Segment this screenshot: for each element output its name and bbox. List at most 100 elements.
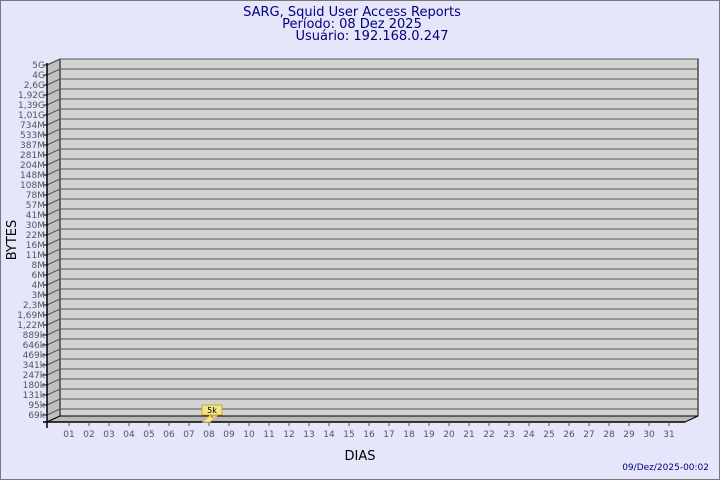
y-tick-label: 30M — [26, 221, 45, 231]
gridline — [46, 388, 698, 396]
y-tick-label: 469k — [23, 351, 46, 361]
y-tick-label: 646k — [23, 341, 46, 351]
y-tick-label: 6M — [32, 271, 46, 281]
x-tick-label: 15 — [343, 430, 354, 440]
y-tick-label: 22M — [26, 231, 45, 241]
gridline — [46, 398, 698, 406]
y-tick-label: 41M — [26, 211, 45, 221]
gridline — [46, 228, 698, 236]
x-tick-label: 13 — [303, 430, 314, 440]
y-tick-label: 281M — [20, 151, 45, 161]
y-tick-label: 16M — [26, 241, 45, 251]
gridline — [46, 88, 698, 96]
gridline — [46, 198, 698, 206]
gridline — [46, 58, 698, 66]
x-tick-label: 22 — [483, 430, 494, 440]
chart-title: SARG, Squid User Access Reports — [243, 5, 461, 20]
x-tick-label: 09 — [223, 430, 235, 440]
gridline — [46, 128, 698, 136]
y-tick-label: 1,69M — [17, 311, 45, 321]
x-tick-label: 31 — [663, 430, 674, 440]
generated-timestamp: 09/Dez/2025-00:02 — [622, 463, 709, 473]
x-tick-label: 25 — [543, 430, 554, 440]
y-tick-label: 341k — [23, 361, 46, 371]
y-tick-label: 1,92G — [18, 91, 45, 101]
x-tick-label: 17 — [383, 430, 394, 440]
gridline — [46, 118, 698, 126]
gridline — [46, 328, 698, 336]
x-tick-label: 23 — [503, 430, 514, 440]
bar-day-08 — [201, 415, 218, 423]
data-label-box — [201, 404, 223, 416]
x-tick-label: 30 — [643, 430, 655, 440]
x-tick-label: 05 — [143, 430, 154, 440]
gridline — [46, 378, 698, 386]
gridline — [46, 218, 698, 226]
gridline — [46, 158, 698, 166]
gridline — [46, 178, 698, 186]
y-tick-label: 204M — [20, 161, 45, 171]
y-tick-label: 78M — [26, 191, 45, 201]
x-tick-label: 02 — [83, 430, 94, 440]
gridline — [46, 188, 698, 196]
x-tick-label: 11 — [263, 430, 274, 440]
gridline — [46, 338, 698, 346]
data-label: 5k — [207, 406, 217, 415]
gridline — [46, 298, 698, 306]
y-tick-label: 1,22M — [17, 321, 45, 331]
y-tick-label: 2,6G — [24, 81, 45, 91]
x-tick-label: 04 — [123, 430, 135, 440]
back-wall — [59, 58, 699, 417]
y-tick-label: 148M — [20, 171, 45, 181]
gridline — [46, 358, 698, 366]
gridline — [46, 268, 698, 276]
y-tick-label: 108M — [20, 181, 45, 191]
y-tick-label: 1,01G — [18, 111, 45, 121]
x-tick-label: 14 — [323, 430, 335, 440]
x-tick-label: 18 — [403, 430, 415, 440]
x-tick-label: 06 — [163, 430, 175, 440]
chart-period: Período: 08 Dez 2025 — [282, 17, 422, 32]
y-tick-label: 4G — [32, 71, 45, 81]
y-tick-label: 734M — [20, 121, 45, 131]
x-tick-label: 29 — [623, 430, 635, 440]
x-tick-label: 01 — [63, 430, 74, 440]
y-tick-label: 2,3M — [23, 301, 45, 311]
x-tick-label: 28 — [603, 430, 615, 440]
gridline — [46, 288, 698, 296]
y-tick-label: 533M — [20, 131, 45, 141]
floor — [46, 415, 699, 423]
x-tick-label: 20 — [443, 430, 455, 440]
y-tick-label: 247k — [23, 371, 46, 381]
gridline — [46, 68, 698, 76]
x-tick-label: 12 — [283, 430, 294, 440]
gridline — [46, 258, 698, 266]
gridline — [46, 208, 698, 216]
y-tick-label: 5G — [32, 61, 45, 71]
gridline — [46, 138, 698, 146]
gridline — [46, 148, 698, 156]
y-axis-label: BYTES — [5, 220, 20, 261]
y-tick-label: 1,39G — [18, 101, 45, 111]
y-tick-label: 57M — [26, 201, 45, 211]
x-tick-label: 10 — [243, 430, 255, 440]
x-tick-label: 21 — [463, 430, 474, 440]
gridline — [46, 308, 698, 316]
x-tick-label: 08 — [203, 430, 215, 440]
gridline — [46, 108, 698, 116]
gridline — [46, 318, 698, 326]
y-tick-label: 11M — [26, 251, 45, 261]
gridline — [46, 98, 698, 106]
x-tick-label: 03 — [103, 430, 114, 440]
x-tick-label: 26 — [563, 430, 575, 440]
y-tick-label: 4M — [32, 281, 46, 291]
y-tick-label: 3M — [32, 291, 46, 301]
side-wall — [46, 58, 61, 423]
x-tick-label: 07 — [183, 430, 194, 440]
y-tick-label: 8M — [32, 261, 46, 271]
x-tick-label: 19 — [423, 430, 435, 440]
gridline — [46, 408, 698, 416]
gridline — [46, 278, 698, 286]
y-tick-label: 387M — [20, 141, 45, 151]
